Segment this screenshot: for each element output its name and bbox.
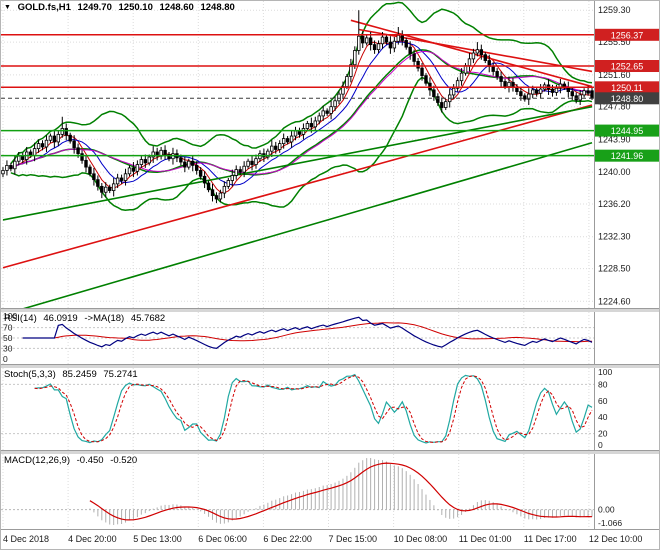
time-label: 7 Dec 15:00	[328, 534, 378, 544]
price-badge-1250.11[interactable]: 1250.11	[595, 81, 660, 94]
time-label: 11 Dec 01:00	[458, 534, 512, 544]
svg-text:0: 0	[598, 440, 603, 450]
price-badge-1241.96[interactable]: 1241.96	[595, 149, 660, 162]
price-badge-1256.37[interactable]: 1256.37	[595, 28, 660, 41]
trendlines[interactable]	[2, 19, 593, 308]
svg-text:70: 70	[3, 323, 13, 333]
macd-histogram	[89, 458, 593, 525]
macd-canvas[interactable]: 0.00 -1.066	[1, 454, 660, 529]
stochastic-series	[34, 373, 593, 444]
svg-text:100: 100	[3, 312, 17, 321]
svg-text:0: 0	[3, 354, 8, 364]
chart-grid	[1, 1, 594, 308]
time-label: 6 Dec 22:00	[263, 534, 312, 544]
svg-text:1236.20: 1236.20	[598, 199, 631, 209]
price-badge-1248.8[interactable]: 1248.80	[595, 92, 660, 105]
stochastic-canvas[interactable]: 100 80 60 40 200	[1, 368, 660, 450]
panel-separator[interactable]	[1, 308, 659, 312]
svg-text:1259.30: 1259.30	[598, 5, 631, 15]
svg-text:30: 30	[3, 343, 13, 353]
svg-text:1252.65: 1252.65	[611, 62, 644, 72]
price-badge-1252.65[interactable]: 1252.65	[595, 60, 660, 73]
price-scale[interactable]: 1259.30 1255.50 1251.60 1247.80 1243.90 1240.…	[595, 5, 660, 306]
svg-text:60: 60	[598, 396, 608, 406]
time-axis[interactable]: 4 Dec 2018 4 Dec 20:00 5 Dec 13:00 6 Dec 06…	[1, 529, 659, 549]
stochastic-panel: 100 80 60 40 20 0 Stoch(5,3,3) 85.2459 75.274…	[1, 368, 659, 450]
svg-text:1248.80: 1248.80	[611, 94, 644, 104]
price-badge-1244.95[interactable]: 1244.95	[595, 124, 660, 137]
svg-text:1232.30: 1232.30	[598, 232, 631, 242]
svg-text:1243.90: 1243.90	[598, 134, 631, 144]
svg-text:-1.066: -1.066	[598, 518, 622, 528]
stochastic-scale[interactable]: 100 80 60 40 200	[598, 368, 612, 450]
rsi-panel: 100 70 50 30 0 RSI(14) 46.0919 ->MA(18) 45.7…	[1, 312, 659, 364]
time-label: 11 Dec 17:00	[523, 534, 577, 544]
svg-text:40: 40	[598, 412, 608, 422]
svg-text:1244.95: 1244.95	[611, 126, 644, 136]
time-label: 4 Dec 2018	[3, 534, 50, 544]
svg-text:1240.00: 1240.00	[598, 167, 631, 177]
rising-trend-lower[interactable]	[3, 141, 593, 308]
macd-signal-line	[89, 462, 593, 521]
svg-text:1247.80: 1247.80	[598, 102, 631, 112]
rsi-series	[22, 316, 593, 350]
svg-text:80: 80	[598, 379, 608, 389]
panel-separator[interactable]	[1, 450, 659, 454]
svg-text:1255.50: 1255.50	[598, 37, 631, 47]
svg-text:1251.60: 1251.60	[598, 70, 631, 80]
macd-panel: 0.00 -1.066 MACD(12,26,9) -0.450 -0.520	[1, 454, 659, 529]
svg-text:50: 50	[3, 333, 13, 343]
svg-text:1256.37: 1256.37	[611, 30, 644, 40]
descending-trend-2[interactable]	[358, 28, 593, 73]
svg-text:1250.11: 1250.11	[611, 83, 643, 93]
price-chart-panel: 1259.30 1255.50 1251.60 1247.80 1243.90 1240.…	[1, 1, 659, 308]
price-levels[interactable]	[1, 34, 594, 157]
time-label: 10 Dec 08:00	[393, 534, 448, 544]
time-label: 5 Dec 13:00	[133, 534, 182, 544]
price-chart-canvas[interactable]: 1259.30 1255.50 1251.60 1247.80 1243.90 1240.…	[1, 1, 660, 308]
time-label: 4 Dec 20:00	[68, 534, 117, 544]
time-label: 12 Dec 10:00	[588, 534, 643, 544]
rising-trend-upper[interactable]	[2, 105, 593, 221]
svg-text:0.00: 0.00	[598, 505, 615, 515]
panel-separator[interactable]	[1, 364, 659, 368]
macd-scale[interactable]: 0.00 -1.066	[598, 505, 622, 528]
svg-text:1228.50: 1228.50	[598, 264, 631, 274]
svg-text:1224.60: 1224.60	[598, 296, 631, 306]
svg-text:100: 100	[598, 368, 612, 377]
long-ma-red[interactable]	[2, 104, 593, 269]
time-label: 6 Dec 06:00	[198, 534, 247, 544]
svg-text:1241.96: 1241.96	[611, 151, 644, 161]
descending-trend-1[interactable]	[350, 19, 593, 88]
svg-text:20: 20	[598, 429, 608, 439]
